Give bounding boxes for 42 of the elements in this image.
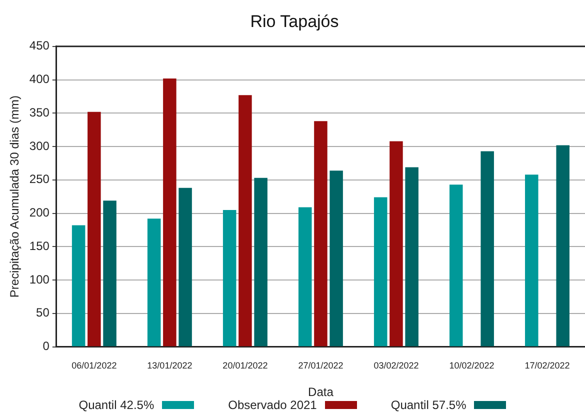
bar: [222, 210, 236, 346]
bar: [147, 218, 161, 346]
legend-label: Observado 2021: [228, 398, 317, 412]
bar: [238, 95, 252, 346]
y-tick-label: 50: [36, 306, 50, 320]
bar: [405, 167, 418, 346]
x-tick-label: 17/02/2022: [524, 360, 570, 371]
bar: [88, 112, 101, 346]
y-tick-label: 450: [29, 38, 50, 53]
x-axis-title: Data: [308, 385, 334, 400]
legend-label: Quantil 57.5%: [390, 398, 466, 412]
bar: [556, 145, 570, 346]
legend-label: Quantil 42.5%: [78, 398, 154, 412]
y-tick-label: 350: [29, 105, 50, 120]
x-tick-label: 20/01/2022: [222, 360, 268, 371]
y-tick-label: 200: [29, 206, 50, 220]
bar: [525, 174, 538, 346]
bar: [298, 207, 312, 346]
bar: [254, 178, 268, 346]
bar: [163, 78, 176, 346]
x-tick-label: 10/02/2022: [449, 360, 494, 371]
y-axis-title: Precipitação Acumulada 30 dias (mm): [8, 96, 22, 298]
y-tick-label: 100: [29, 272, 50, 286]
x-tick-label: 27/01/2022: [298, 360, 344, 371]
x-tick-label: 03/02/2022: [374, 360, 419, 371]
bar: [480, 151, 494, 346]
bar: [103, 200, 116, 346]
bar: [72, 225, 86, 346]
bar: [449, 184, 463, 346]
bar: [178, 188, 192, 346]
y-tick-label: 400: [29, 72, 50, 86]
y-tick-label: 300: [29, 138, 50, 153]
bar: [314, 121, 328, 346]
x-tick-label: 13/01/2022: [147, 360, 192, 371]
y-tick-label: 0: [42, 339, 50, 354]
bar: [330, 170, 343, 346]
chart-title: Rio Tapajós: [250, 12, 339, 31]
y-tick-label: 250: [29, 172, 50, 186]
y-tick-label: 150: [29, 238, 50, 253]
x-tick-label: 06/01/2022: [72, 360, 117, 371]
bar: [390, 141, 403, 346]
bar: [374, 197, 388, 346]
